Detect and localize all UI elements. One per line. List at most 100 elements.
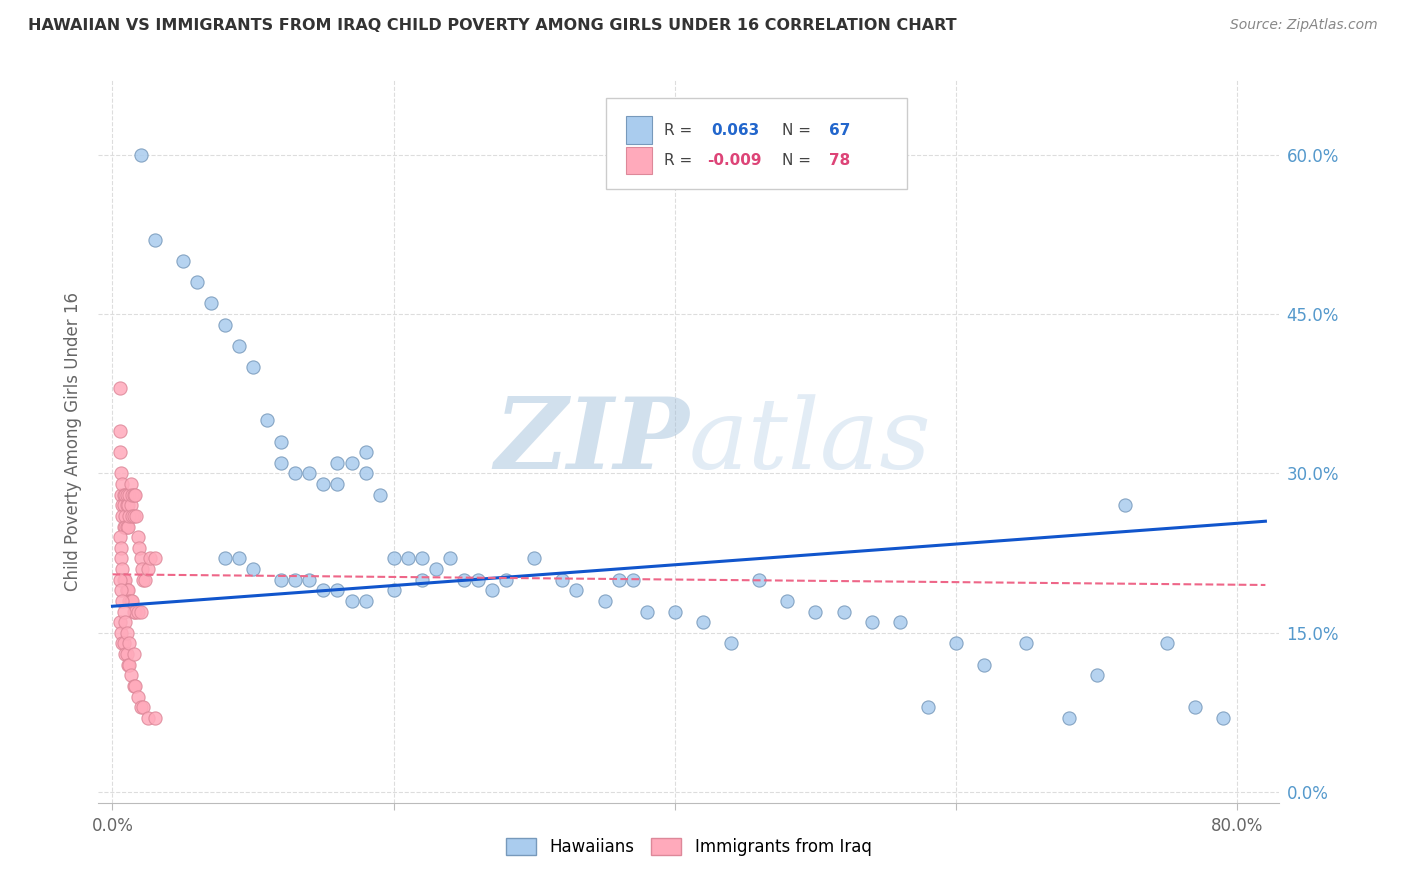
FancyBboxPatch shape (626, 147, 652, 174)
Point (326, 477, 349, 491)
Point (467, 573, 489, 587)
Point (110, 583, 132, 598)
Point (129, 551, 152, 566)
Point (143, 551, 166, 566)
Point (112, 605, 135, 619)
Point (122, 488, 145, 502)
Point (228, 551, 250, 566)
Point (127, 530, 149, 544)
Point (115, 583, 138, 598)
Text: N =: N = (782, 153, 815, 168)
Point (134, 573, 156, 587)
Point (270, 456, 292, 470)
Point (326, 456, 349, 470)
Point (110, 541, 132, 555)
Point (118, 657, 141, 672)
Point (270, 573, 292, 587)
Point (889, 615, 911, 630)
Point (523, 551, 546, 566)
Point (108, 445, 131, 459)
Point (118, 508, 141, 523)
Text: Source: ZipAtlas.com: Source: ZipAtlas.com (1230, 18, 1378, 32)
Point (312, 477, 335, 491)
Point (776, 594, 799, 608)
Point (214, 318, 236, 332)
Point (1184, 700, 1206, 714)
Point (114, 573, 136, 587)
Point (860, 615, 883, 630)
Point (122, 508, 145, 523)
Point (122, 605, 145, 619)
Point (284, 573, 307, 587)
Legend: Hawaiians, Immigrants from Iraq: Hawaiians, Immigrants from Iraq (499, 831, 879, 863)
Point (242, 360, 264, 375)
Point (143, 711, 166, 725)
Point (242, 562, 264, 576)
Point (117, 498, 139, 512)
Point (832, 605, 855, 619)
Point (110, 625, 132, 640)
Point (340, 456, 363, 470)
Point (256, 413, 278, 427)
Point (636, 605, 658, 619)
Point (129, 147, 152, 161)
Text: 0.063: 0.063 (711, 122, 759, 137)
Point (118, 594, 141, 608)
Point (120, 594, 142, 608)
Point (298, 467, 321, 481)
Point (114, 488, 136, 502)
Point (354, 467, 377, 481)
Point (354, 594, 377, 608)
FancyBboxPatch shape (606, 98, 907, 189)
Point (425, 562, 447, 576)
Point (1015, 636, 1038, 650)
Point (1057, 711, 1080, 725)
Text: 78: 78 (830, 153, 851, 168)
Point (111, 498, 134, 512)
Point (110, 467, 132, 481)
Point (284, 467, 307, 481)
Point (607, 573, 630, 587)
Point (228, 339, 250, 353)
Point (453, 573, 475, 587)
Point (111, 636, 134, 650)
Point (382, 583, 405, 598)
Point (108, 615, 131, 630)
Point (111, 594, 134, 608)
Text: R =: R = (664, 153, 697, 168)
Point (748, 573, 770, 587)
Point (214, 551, 236, 566)
Text: atlas: atlas (689, 394, 932, 489)
Point (115, 583, 138, 598)
Point (186, 275, 208, 289)
Point (143, 233, 166, 247)
Point (298, 573, 321, 587)
Point (495, 573, 517, 587)
Point (382, 551, 405, 566)
Point (621, 573, 644, 587)
Point (129, 700, 152, 714)
Point (127, 605, 149, 619)
Point (136, 562, 159, 576)
Point (115, 488, 138, 502)
Point (111, 477, 134, 491)
Point (121, 488, 143, 502)
Text: ZIP: ZIP (494, 393, 689, 490)
Point (120, 498, 142, 512)
Text: N =: N = (782, 122, 815, 137)
Point (172, 254, 194, 268)
Point (112, 636, 135, 650)
Point (127, 690, 149, 704)
Point (1212, 711, 1234, 725)
Point (122, 679, 145, 693)
Point (117, 583, 139, 598)
Point (720, 636, 742, 650)
Point (551, 573, 574, 587)
Point (114, 647, 136, 661)
Point (270, 434, 292, 449)
Point (396, 551, 419, 566)
Text: 67: 67 (830, 122, 851, 137)
Point (129, 605, 152, 619)
Text: R =: R = (664, 122, 697, 137)
Point (692, 615, 714, 630)
